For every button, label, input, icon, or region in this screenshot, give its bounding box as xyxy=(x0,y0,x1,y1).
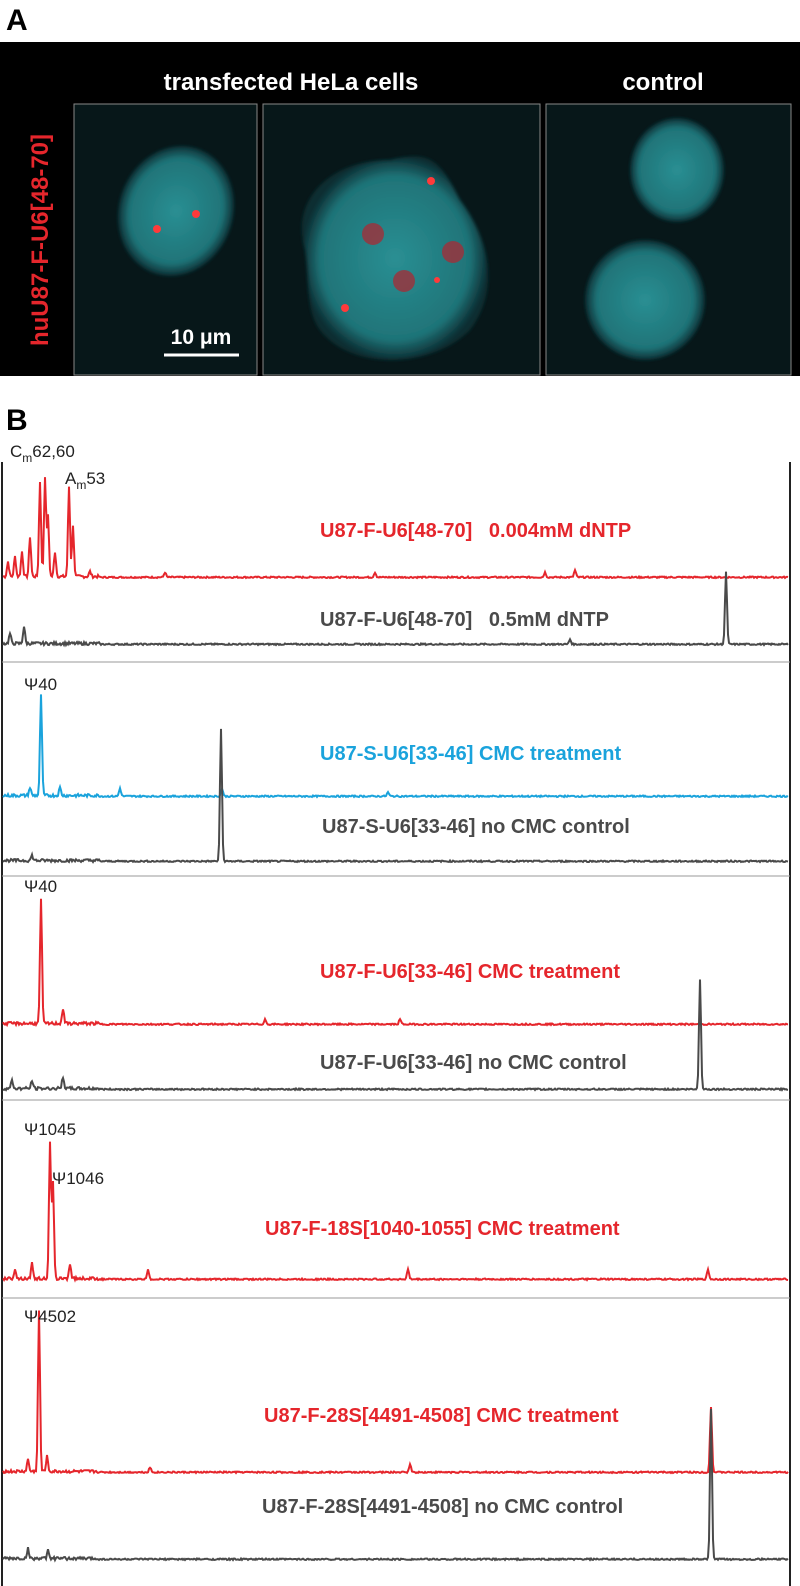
traces: U87-F-U6[48-70] 0.004mM dNTP U87-F-U6[48-… xyxy=(2,477,789,1563)
peak-label-base: Ψ1046 xyxy=(52,1169,104,1188)
trace xyxy=(2,898,788,1028)
peak-label: Ψ40 xyxy=(24,675,57,694)
trace-label: U87-S-U6[33-46] no CMC control xyxy=(322,816,630,838)
trace-label: U87-F-18S[1040-1055] CMC treatment xyxy=(265,1218,620,1240)
peak-label-base: A xyxy=(65,469,77,488)
trace xyxy=(2,571,789,648)
trace xyxy=(2,1141,789,1283)
peak-label-base: C xyxy=(10,442,22,461)
row-label: huU87-F-U6[48-70] xyxy=(27,134,54,346)
separator xyxy=(2,661,790,1299)
column-header: transfected HeLa cells xyxy=(164,69,419,96)
trace-label: U87-S-U6[33-46] CMC treatment xyxy=(320,743,622,765)
panel-label: A xyxy=(6,4,28,37)
peak-label: Ψ4502 xyxy=(24,1307,76,1326)
peak-label-sub: m xyxy=(76,478,86,492)
trace xyxy=(2,979,788,1092)
trace xyxy=(2,694,789,800)
micrograph: 10 μm xyxy=(73,103,258,376)
peak-label: Ψ40 xyxy=(24,877,57,896)
peak-label-sub: m xyxy=(22,451,32,465)
trace-label: U87-F-28S[4491-4508] no CMC control xyxy=(262,1496,623,1518)
peak-label: Ψ1046 xyxy=(52,1169,104,1188)
peak-label-rest: 62,60 xyxy=(32,442,75,461)
trace xyxy=(2,477,789,581)
scale-bar-label: 10 μm xyxy=(171,326,232,349)
peak-label: Am53 xyxy=(65,469,105,492)
peak-label-rest: 53 xyxy=(86,469,105,488)
peak-label: Cm62,60 xyxy=(10,442,75,465)
column-header: control xyxy=(622,69,703,96)
trace-label: U87-F-U6[33-46] no CMC control xyxy=(320,1052,627,1074)
trace-label: U87-F-28S[4491-4508] CMC treatment xyxy=(264,1405,619,1427)
trace-label: U87-F-U6[48-70] 0.004mM dNTP xyxy=(320,520,631,542)
micrograph xyxy=(545,103,792,376)
panel-label: B xyxy=(6,404,28,437)
trace xyxy=(2,1310,789,1475)
trace xyxy=(2,728,789,864)
trace xyxy=(2,1408,789,1563)
peak-label: Ψ1045 xyxy=(24,1120,76,1139)
peak-label-base: Ψ1045 xyxy=(24,1120,76,1139)
micrograph xyxy=(262,103,541,376)
trace-label: U87-F-U6[33-46] CMC treatment xyxy=(320,961,620,983)
peak-label-base: Ψ40 xyxy=(24,675,57,694)
frame xyxy=(1,462,791,1586)
trace-label: U87-F-U6[48-70] 0.5mM dNTP xyxy=(320,609,609,631)
peak-label-base: Ψ40 xyxy=(24,877,57,896)
peak-label-base: Ψ4502 xyxy=(24,1307,76,1326)
